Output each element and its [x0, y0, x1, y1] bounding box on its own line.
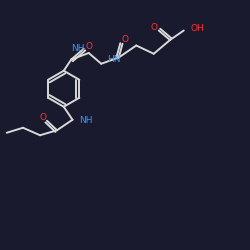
Text: O: O	[39, 113, 46, 122]
Text: O: O	[85, 42, 92, 51]
Text: O: O	[151, 23, 158, 32]
Text: NH: NH	[72, 44, 85, 53]
Text: OH: OH	[190, 24, 204, 32]
Text: NH: NH	[79, 116, 93, 126]
Text: O: O	[121, 35, 128, 44]
Text: HN: HN	[108, 56, 121, 64]
